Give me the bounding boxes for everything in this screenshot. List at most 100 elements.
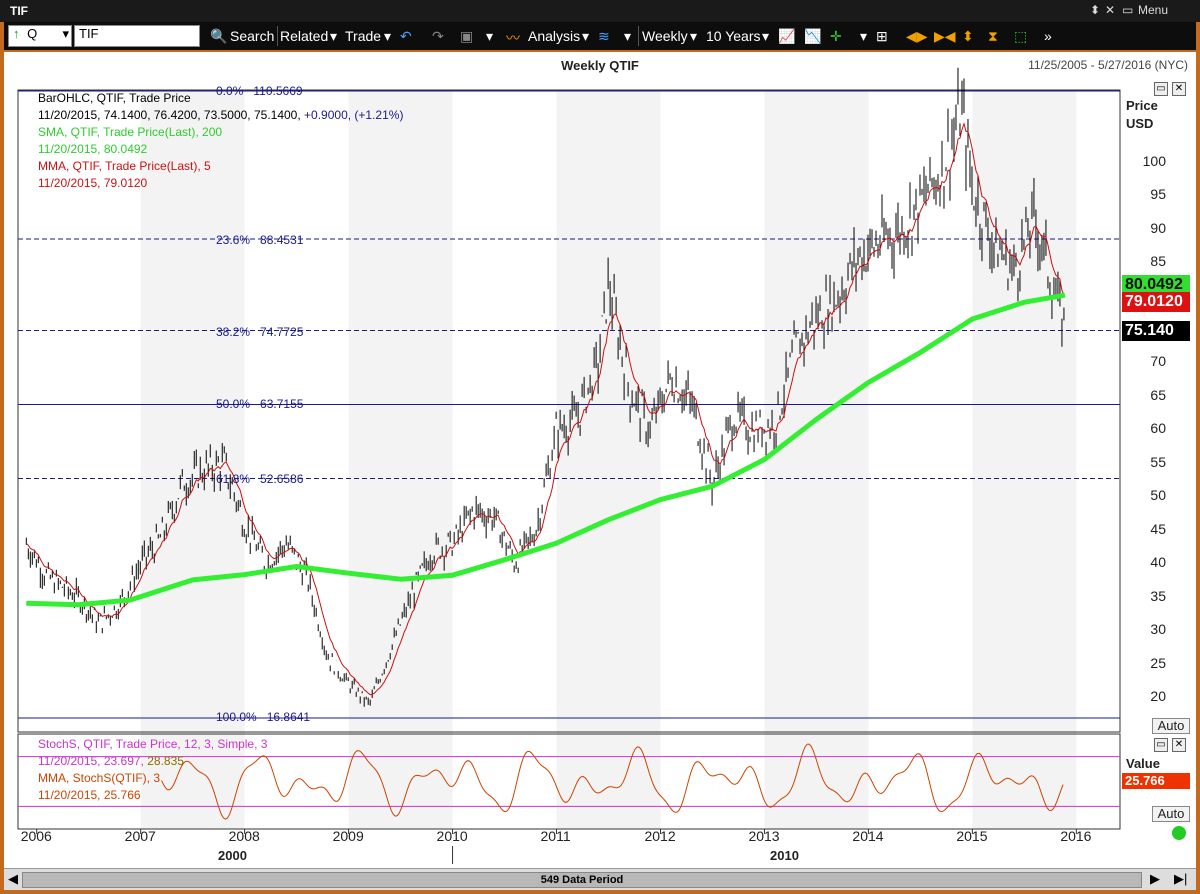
legend-mma-title: MMA, QTIF, Trade Price(Last), 5 xyxy=(38,159,211,173)
chevron-down-icon[interactable]: ▾ xyxy=(330,28,338,44)
fib-pct: 38.2% xyxy=(216,325,251,339)
chevron-down-icon[interactable]: ▾ xyxy=(690,28,698,44)
fib-label-50: 50.0% 63.7155 xyxy=(216,397,303,411)
add-panel-icon[interactable]: ⊞ xyxy=(876,28,888,44)
period-select[interactable]: Weekly xyxy=(642,28,688,44)
sma-line xyxy=(26,292,1066,608)
y-tick-label: 55 xyxy=(1150,453,1166,470)
fib-price: 16.8641 xyxy=(266,710,311,724)
legend-ohlc-values: 11/20/2015, 74.1400, 76.4200, 73.5000, 7… xyxy=(38,108,301,122)
fib-pct: 23.6% xyxy=(216,233,251,247)
chart-canvas[interactable] xyxy=(4,52,1196,890)
scroll-end-icon[interactable]: ▶| xyxy=(1174,871,1188,886)
range-select[interactable]: 10 Years xyxy=(706,28,761,44)
fib-price: 63.7155 xyxy=(260,397,304,411)
fib-price: 110.5669 xyxy=(253,84,303,98)
sma-price-tag: 80.0492 xyxy=(1122,275,1190,295)
undo-icon[interactable]: ↶ xyxy=(400,28,412,44)
trade-menu[interactable]: Trade xyxy=(345,28,382,44)
fib-pct: 100.0% xyxy=(216,710,257,724)
line-chart-icon[interactable]: 📈 xyxy=(778,28,796,44)
chevron-down-icon[interactable]: ▾ xyxy=(762,28,770,44)
separator xyxy=(638,26,639,46)
crosshair-icon[interactable]: ✛ xyxy=(830,28,842,44)
legend-mma-value: 11/20/2015, 79.0120 xyxy=(38,176,148,190)
stoch-legend-values-row: 11/20/2015, 23.697, 28.835 xyxy=(38,753,267,770)
chart-title: Weekly QTIF xyxy=(561,58,639,73)
fib-price: 74.7725 xyxy=(260,325,304,339)
mma-line xyxy=(25,121,1065,696)
y-tick-label: 100 xyxy=(1142,152,1166,169)
fib-pct: 50.0% xyxy=(216,397,251,411)
scroll-right-icon[interactable]: ▶ xyxy=(1150,871,1160,886)
symbol-prefix-value: Q xyxy=(27,26,38,41)
scroll-left-right-icon[interactable]: ◀▶ xyxy=(906,28,928,44)
scroll-left-icon[interactable]: ◀ xyxy=(8,871,18,886)
last-price-tag: 75.140 xyxy=(1122,321,1190,341)
auto-scale-button[interactable]: Auto xyxy=(1152,718,1190,734)
search-icon[interactable]: 🔍 xyxy=(210,28,228,44)
stoch-mma-value: 11/20/2015, 25.766 xyxy=(38,788,141,802)
chevron-down-icon[interactable]: ▾ xyxy=(62,26,69,41)
fib-label-618: 61.8% 52.6586 xyxy=(216,472,303,486)
chevron-down-icon[interactable]: ▾ xyxy=(624,28,632,44)
redo-icon[interactable]: ↷ xyxy=(432,28,444,44)
close-pane-icon[interactable]: ✕ xyxy=(1172,82,1186,96)
year-band xyxy=(348,90,453,829)
select-tool-icon[interactable]: ⬚ xyxy=(1014,28,1028,44)
fib-pct: 61.8% xyxy=(216,472,251,486)
y-tick-label: 85 xyxy=(1150,253,1166,270)
close-window-icon[interactable]: ✕ xyxy=(1105,3,1116,17)
time-scrollbar[interactable]: ◀ 549 Data Period ▶ ▶| xyxy=(4,868,1196,890)
y-tick-label: 60 xyxy=(1150,420,1166,437)
symbol-prefix-select[interactable]: ↑ Q ▾ xyxy=(8,25,72,47)
analysis-icon[interactable]: 〰 xyxy=(506,30,520,46)
y-tick-label: 30 xyxy=(1150,621,1166,638)
minimize-icon[interactable]: ▭ xyxy=(1122,3,1134,17)
x-tick-label: 2015 xyxy=(956,828,988,844)
x-tick-label: 2014 xyxy=(852,828,884,844)
scroll-thumb[interactable]: 549 Data Period xyxy=(22,872,1142,888)
stoch-auto-scale-button[interactable]: Auto xyxy=(1152,806,1190,822)
camera-icon[interactable]: ▣ xyxy=(460,28,474,44)
y-tick-label: 70 xyxy=(1150,353,1166,370)
legend-ohlc-change: +0.9000, (+1.21%) xyxy=(304,108,404,122)
year-band xyxy=(764,90,869,829)
analysis-menu[interactable]: Analysis xyxy=(528,28,581,44)
era-label-2000: 2000 xyxy=(218,848,247,863)
close-pane-icon[interactable]: ✕ xyxy=(1172,738,1186,752)
x-tick-label: 2010 xyxy=(436,828,468,844)
y-tick-label: 40 xyxy=(1150,554,1166,571)
y-tick-label: 65 xyxy=(1150,386,1166,403)
main-legend: BarOHLC, QTIF, Trade Price 11/20/2015, 7… xyxy=(38,90,403,192)
maximize-icon[interactable]: ⬍ xyxy=(1090,3,1101,17)
legend-sma-title: SMA, QTIF, Trade Price(Last), 200 xyxy=(38,125,223,139)
chevron-down-icon[interactable]: ▾ xyxy=(582,28,590,44)
mma-price-tag: 79.0120 xyxy=(1122,292,1190,312)
fib-label-0: 0.0% 110.5669 xyxy=(216,84,303,98)
overlay-chart-icon[interactable]: 📉 xyxy=(804,28,822,44)
hourglass-icon[interactable]: ⧗ xyxy=(988,28,998,44)
zoom-in-icon[interactable]: ▶◀ xyxy=(934,28,956,44)
chevron-down-icon[interactable]: ▾ xyxy=(860,28,868,44)
studies-icon[interactable]: ≋ xyxy=(598,28,610,44)
legend-ohlc-title: BarOHLC, QTIF, Trade Price xyxy=(38,91,191,105)
x-tick-label: 2016 xyxy=(1060,828,1092,844)
x-tick-label: 2011 xyxy=(540,828,571,844)
stoch-legend-title: StochS, QTIF, Trade Price, 12, 3, Simple… xyxy=(38,737,268,751)
search-button[interactable]: Search xyxy=(230,28,275,44)
y-tick-label: 90 xyxy=(1150,219,1166,236)
chevron-down-icon[interactable]: ▾ xyxy=(384,28,392,44)
restore-pane-icon[interactable]: ▭ xyxy=(1154,82,1168,96)
y-axis-title: Price xyxy=(1126,98,1158,113)
more-icon[interactable]: » xyxy=(1044,28,1052,44)
menu-button[interactable]: Menu xyxy=(1138,3,1169,17)
symbol-input[interactable]: TIF xyxy=(74,25,200,47)
scale-vertical-icon[interactable]: ⬍ xyxy=(962,28,974,44)
related-menu[interactable]: Related xyxy=(280,28,329,44)
restore-pane-icon[interactable]: ▭ xyxy=(1154,738,1168,752)
chevron-down-icon[interactable]: ▾ xyxy=(486,28,494,44)
stoch-legend-value-d: 28.835 xyxy=(147,754,184,768)
stoch-legend-values: 11/20/2015, 23.697, xyxy=(38,754,144,768)
